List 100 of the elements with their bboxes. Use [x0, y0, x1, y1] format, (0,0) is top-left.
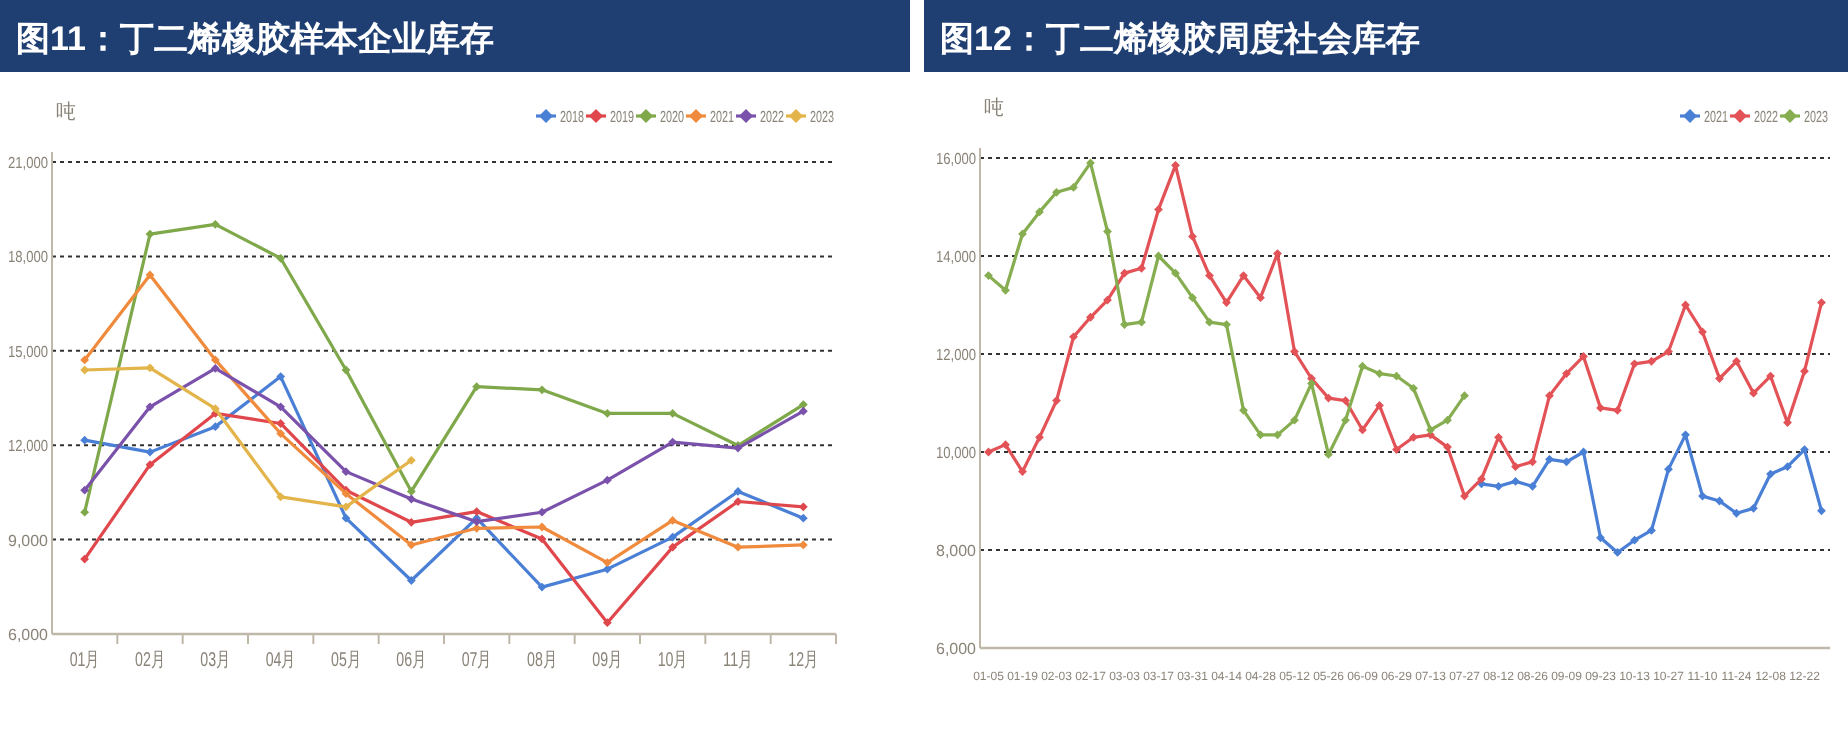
y-tick-label: 21,000: [8, 154, 57, 172]
point: [1664, 347, 1673, 356]
point: [276, 429, 286, 438]
y-tick-label: 6,000: [936, 640, 978, 658]
point: [537, 534, 547, 544]
legend-label: 2019: [610, 108, 646, 126]
point: [1528, 457, 1537, 467]
point: [1290, 415, 1299, 425]
y-axis-title: 吨: [984, 96, 1004, 120]
point: [1817, 506, 1826, 516]
chart-title: 图11：丁二烯橡胶样本企业库存: [16, 20, 494, 58]
point: [1222, 320, 1231, 329]
point: [1035, 207, 1044, 217]
x-tick-label: 05月: [331, 650, 374, 672]
point: [210, 404, 220, 414]
point: [145, 447, 155, 457]
point: [1103, 227, 1112, 236]
x-tick-label: 11月: [723, 650, 764, 672]
point: [1375, 401, 1384, 410]
point: [1375, 369, 1384, 378]
point: [1528, 481, 1537, 491]
point: [1817, 298, 1826, 307]
point: [1205, 271, 1214, 280]
x-tick-label: 01月: [69, 650, 112, 672]
y-tick-label: 9,000: [8, 531, 50, 550]
point: [1800, 445, 1809, 454]
legend-label: 2021: [1704, 108, 1740, 126]
point: [145, 460, 155, 470]
y-tick-label: 15,000: [8, 342, 57, 361]
point: [1120, 268, 1129, 278]
y-tick-label: 16,000: [936, 150, 985, 168]
x-tick-label: 12月: [788, 650, 831, 672]
point: [1171, 268, 1180, 278]
point: [668, 516, 678, 525]
point: [1086, 312, 1095, 322]
point: [1392, 445, 1401, 454]
y-tick-label: 6,000: [8, 626, 50, 644]
point: [145, 402, 155, 412]
point: [1358, 361, 1367, 371]
point: [80, 485, 90, 495]
point: [1647, 526, 1656, 535]
legend-label: 2022: [1754, 108, 1790, 126]
point: [1783, 462, 1792, 472]
point: [406, 540, 416, 550]
legend-label: 2023: [810, 108, 846, 126]
point: [1562, 457, 1571, 467]
point: [1273, 249, 1282, 258]
legend-label: 2021: [710, 108, 746, 126]
point: [1137, 317, 1146, 327]
point: [1205, 317, 1214, 327]
legend-label: 2020: [660, 108, 696, 126]
point: [341, 365, 351, 375]
point: [1596, 403, 1605, 413]
y-tick-label: 18,000: [8, 248, 57, 267]
point: [1052, 396, 1061, 405]
point: [210, 219, 220, 229]
point: [406, 494, 416, 504]
point: [1647, 356, 1656, 366]
point: [1239, 271, 1248, 280]
point: [1732, 508, 1741, 518]
legend-label: 2022: [760, 108, 796, 126]
point: [1664, 464, 1673, 474]
point: [1273, 430, 1282, 440]
point: [798, 406, 808, 416]
point: [1749, 503, 1758, 513]
point: [80, 554, 90, 564]
point: [1256, 293, 1265, 303]
point: [537, 507, 547, 517]
point: [602, 558, 612, 567]
x-tick-label: 07月: [461, 650, 504, 672]
point: [406, 576, 416, 585]
point: [341, 513, 351, 523]
point: [1035, 432, 1044, 442]
point: [210, 364, 220, 373]
point: [733, 542, 743, 552]
point: [1018, 467, 1027, 476]
x-tick-label: 09月: [592, 650, 635, 672]
point: [1511, 462, 1520, 472]
point: [1052, 187, 1061, 197]
point: [1409, 432, 1418, 442]
point: [1188, 232, 1197, 241]
point: [80, 507, 90, 517]
point: [341, 467, 351, 477]
y-axis-title: 吨: [56, 100, 76, 124]
legend-label: 2023: [1804, 108, 1840, 126]
point: [1545, 391, 1554, 401]
point: [984, 271, 993, 280]
point: [1256, 430, 1265, 440]
point: [210, 422, 220, 432]
point: [1613, 405, 1622, 415]
point: [1579, 352, 1588, 361]
y-tick-label: 8,000: [936, 542, 978, 560]
point: [1732, 356, 1741, 366]
point: [145, 229, 155, 239]
point: [1001, 285, 1010, 295]
point: [1630, 359, 1639, 369]
x-tick-label: 03月: [200, 650, 243, 672]
point: [80, 435, 90, 445]
point: [537, 522, 547, 532]
point: [1443, 415, 1452, 425]
